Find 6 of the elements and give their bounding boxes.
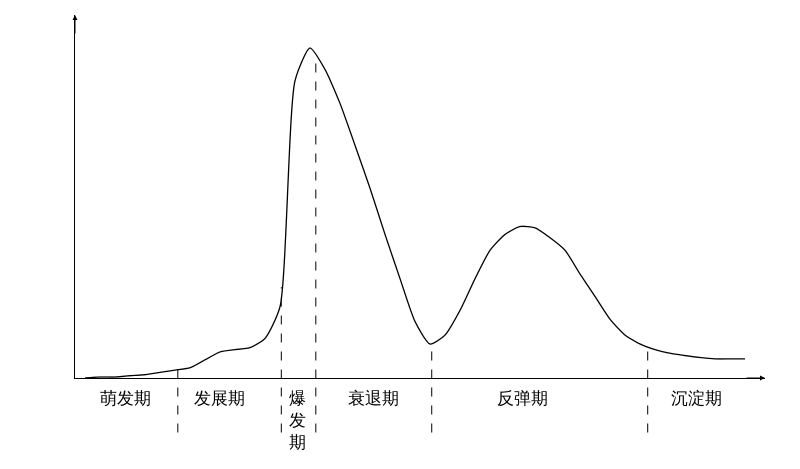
text: 爆发期 xyxy=(289,389,306,454)
text: 萌发期 xyxy=(100,389,151,409)
text: 衰退期 xyxy=(348,389,399,409)
text: 发展期 xyxy=(194,389,245,409)
text: 反弹期 xyxy=(497,389,548,409)
text: 沉淀期 xyxy=(671,389,722,409)
